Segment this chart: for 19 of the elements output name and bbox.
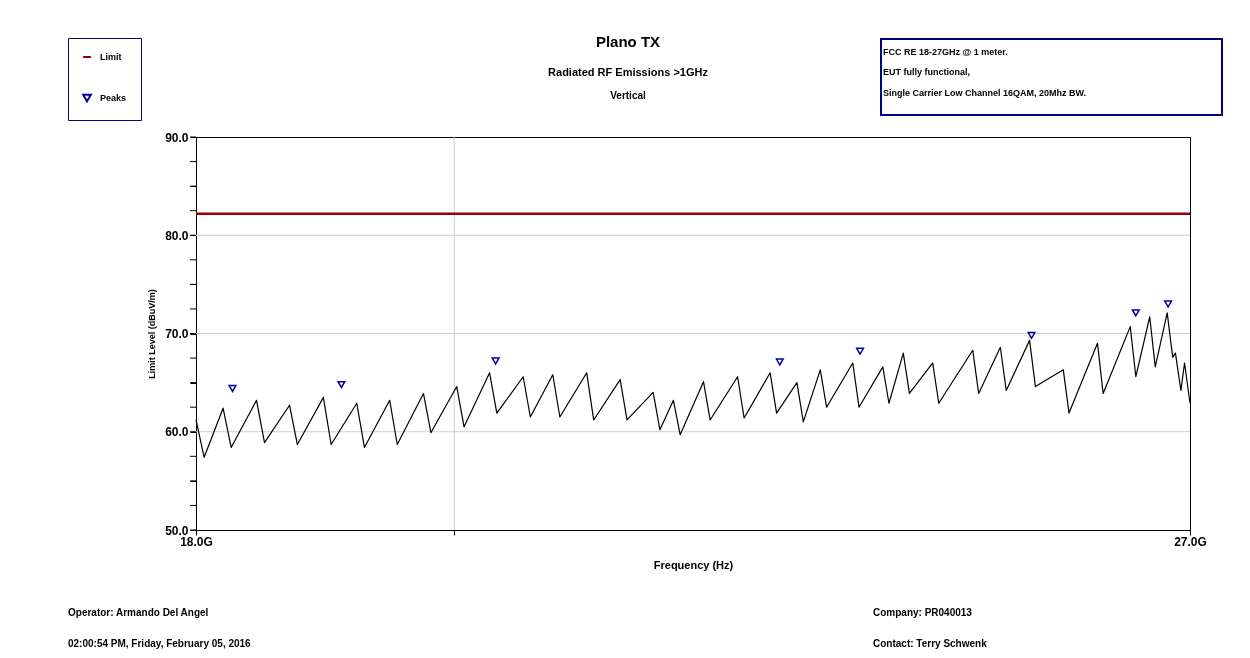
y-tick-label: 60.0 <box>165 425 189 440</box>
text: Vertical <box>610 90 646 101</box>
text: 02:00:54 PM, Friday, February 05, 2016 <box>68 638 251 649</box>
legend-label: Limit <box>100 52 122 62</box>
legend-label: Peaks <box>100 93 127 103</box>
x-tick-label: 27.0G <box>1174 534 1207 549</box>
y-tick-label: 70.0 <box>165 327 189 341</box>
text: Company: PR040013 <box>873 607 972 618</box>
y-tick-label: 80.0 <box>165 228 189 243</box>
text: FCC RE 18-27GHz @ 1 meter. <box>883 47 1008 57</box>
y-axis-title: Limit Level (dBuV/m) <box>147 289 158 379</box>
text: EUT fully functional, <box>883 67 970 77</box>
y-tick-label: 90.0 <box>165 130 189 145</box>
text: Operator: Armando Del Angel <box>68 607 209 618</box>
x-axis-title: Frequency (Hz) <box>653 558 734 571</box>
text: Single Carrier Low Channel 16QAM, 20Mhz BW. <box>883 88 1087 98</box>
chart-title: Plano TX <box>595 33 661 50</box>
text: Contact: Terry Schwenk <box>873 638 987 649</box>
chart-subtitle: Radiated RF Emissions >1GHz <box>548 66 708 78</box>
